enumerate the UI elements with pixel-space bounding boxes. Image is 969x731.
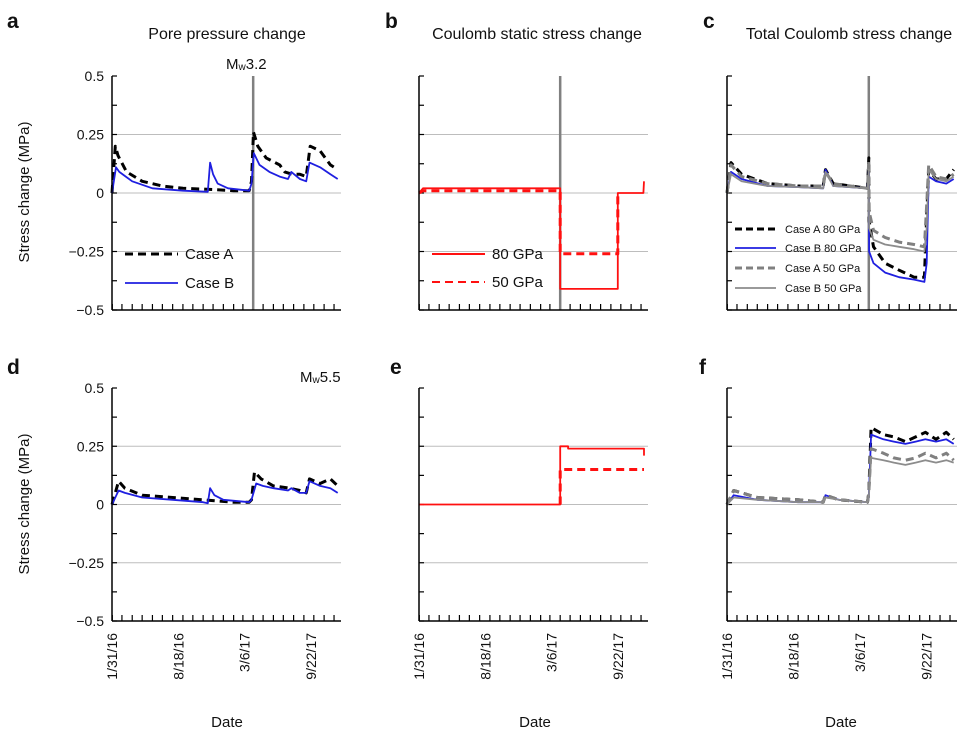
panel-label-c: c (703, 10, 715, 33)
series-line-e-50-gpa (558, 468, 644, 505)
event-annotation-d-sub: w (312, 375, 321, 386)
event-annotation-a: Mw3.2 (226, 56, 267, 73)
plot-panel-c (725, 75, 957, 311)
series-line-f-case-a-80-gpa (725, 426, 955, 506)
series-line-d-case-b (111, 480, 339, 505)
x-tick-label-e: 3/6/17 (544, 633, 560, 672)
panel-label-b: b (385, 10, 398, 33)
x-axis-label-d: Date (211, 714, 243, 731)
event-annotation-a-prefix: M (226, 56, 239, 73)
x-tick-label-e: 9/22/17 (610, 633, 626, 680)
x-tick-label-d: 9/22/17 (303, 633, 319, 680)
panel-title-a: Pore pressure change (148, 26, 306, 43)
legend-a-label-case-b: Case B (185, 275, 234, 292)
panel-label-d: d (7, 356, 20, 379)
legend-c-label-case-a-50: Case A 50 GPa (785, 263, 861, 275)
event-annotation-d-value: 5.5 (320, 369, 341, 386)
event-annotation-d-prefix: M (300, 369, 313, 386)
plot-panel-f: 1/31/16 8/18/16 3/6/17 9/22/17 (719, 387, 957, 680)
legend-c: Case A 80 GPa Case B 80 GPa Case A 50 GP… (735, 224, 862, 295)
series-line-f-case-a-50-gpa (725, 447, 955, 506)
y-tick-label-a: −0.5 (76, 302, 104, 318)
x-axis-label-e: Date (519, 714, 551, 731)
panel-title-b: Coulomb static stress change (432, 26, 642, 43)
legend-c-label-case-a-80: Case A 80 GPa (785, 224, 861, 236)
series-line-a-case-a (110, 130, 339, 194)
x-tick-label-d: 3/6/17 (237, 633, 253, 672)
legend-b-label-50gpa: 50 GPa (492, 274, 544, 291)
series-line-b-50-gpa (418, 189, 620, 256)
y-tick-label-d: −0.5 (76, 613, 104, 629)
legend-a-label-case-a: Case A (185, 246, 233, 263)
legend-b-label-80gpa: 80 GPa (492, 246, 544, 263)
series-line-b-80-gpa (418, 181, 645, 290)
y-tick-label-a: 0.5 (85, 68, 105, 84)
panel-label-a: a (7, 10, 19, 33)
series-line-c-case-a-80-gpa (725, 156, 955, 279)
y-tick-label-a: −0.25 (69, 244, 105, 260)
x-tick-label-d: 8/18/16 (170, 633, 186, 680)
x-tick-label-e: 1/31/16 (411, 633, 427, 680)
legend-b: 80 GPa 50 GPa (432, 246, 544, 291)
series-line-d-case-a (110, 470, 339, 505)
series-line-f-case-b-80-gpa (726, 433, 955, 506)
series-line-c-case-b-50-gpa (726, 168, 955, 253)
x-tick-label-f: 1/31/16 (719, 633, 735, 680)
x-tick-label-f: 3/6/17 (852, 633, 868, 672)
plot-panel-d: 0.5 0.25 0 −0.25 −0.51/31/16 8/18/16 3/6/17 9/2… (69, 380, 341, 680)
y-tick-label-d: 0.25 (77, 438, 104, 454)
legend-c-label-case-b-80: Case B 80 GPa (785, 243, 862, 255)
y-tick-label-a: 0.25 (77, 127, 104, 143)
event-annotation-a-value: 3.2 (246, 56, 267, 73)
panel-title-c: Total Coulomb stress change (746, 26, 952, 43)
legend-a: Case A Case B (125, 246, 234, 292)
plot-panel-e: 1/31/16 8/18/16 3/6/17 9/22/17 (411, 387, 648, 680)
series-line-a-case-b (111, 152, 339, 194)
x-tick-label-f: 9/22/17 (919, 633, 935, 680)
x-tick-label-e: 8/18/16 (477, 633, 493, 680)
y-tick-label-a: 0 (96, 185, 104, 201)
plot-panel-b (418, 75, 648, 311)
y-tick-label-d: 0.5 (85, 380, 105, 396)
x-axis-label-f: Date (825, 714, 857, 731)
series-line-f-case-b-50-gpa (726, 456, 954, 506)
event-annotation-d: Mw5.5 (300, 369, 341, 386)
x-tick-label-d: 1/31/16 (104, 633, 120, 680)
x-tick-label-f: 8/18/16 (786, 633, 802, 680)
y-axis-label-top: Stress change (MPa) (16, 122, 33, 263)
panel-label-e: e (390, 356, 402, 379)
y-tick-label-d: 0 (96, 497, 104, 513)
panel-label-f: f (699, 356, 707, 379)
series-line-c-case-a-50-gpa (725, 158, 955, 249)
y-axis-label-bottom: Stress change (MPa) (16, 434, 33, 575)
y-tick-label-d: −0.25 (69, 555, 105, 571)
legend-c-label-case-b-50: Case B 50 GPa (785, 283, 862, 295)
event-annotation-a-sub: w (238, 62, 247, 73)
series-line-e-80-gpa (419, 445, 645, 506)
plot-panel-a: 0.5 0.25 0 −0.25 −0.5 (69, 68, 341, 318)
